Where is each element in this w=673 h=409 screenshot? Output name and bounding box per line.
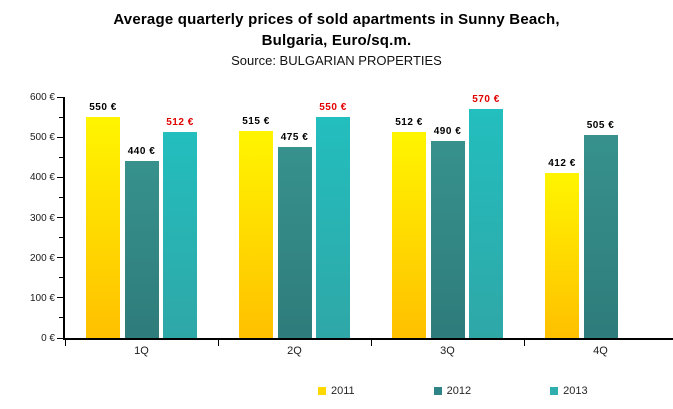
y-axis-major-tick [57,297,63,299]
chart-title-line-1: Average quarterly prices of sold apartme… [113,11,560,28]
y-axis-major-tick [57,176,63,178]
x-axis-category-label: 3Q [440,345,455,357]
x-axis-category-label: 2Q [287,345,302,357]
x-axis-tick [64,340,66,346]
x-axis-category-label: 1Q [134,345,149,357]
bar-2012-3Q [430,141,465,338]
legend-label: 2011 [331,385,355,397]
y-axis-tick-label: 500 € [29,132,55,144]
bar-2011-1Q [86,117,120,338]
y-axis-tick-label: 600 € [29,92,55,103]
bar-value-label: 505 € [586,120,615,132]
plot-area: 0 € 100 € 200 € 300 € 400 € 500 € 600 € 1Q 550 €… [30,92,673,357]
bar-value-label: 440 € [127,146,156,158]
x-axis-category-label: 4Q [593,345,608,357]
y-axis-major-tick [57,217,63,218]
chart-legend: 2011 2012 2013 [318,385,588,397]
y-axis-major-tick [57,136,63,138]
bar-2013-2Q [316,117,350,338]
bar-value-label: 512 € [166,117,194,129]
bar-2013-1Q [163,132,197,338]
bar-value-label: 412 € [548,157,576,169]
y-axis-minor-tick [59,196,63,198]
chart-title-block: Average quarterly prices of sold apartme… [0,9,673,70]
y-axis-minor-tick [59,317,63,319]
bar-value-label: 550 € [319,102,347,114]
bar-2012-4Q [583,135,618,338]
legend-swatch-icon [318,387,326,395]
legend-label: 2012 [446,385,472,397]
bar-2011-3Q [392,132,426,338]
bar-2011-4Q [545,172,579,338]
y-axis-minor-tick [59,116,63,118]
legend-swatch-icon [433,387,442,395]
bar-value-label: 570 € [472,94,500,106]
bar-value-label: 512 € [395,117,423,129]
bar-2012-1Q [124,161,159,338]
chart-source: Source: BULGARIAN PROPERTIES [231,53,442,68]
y-axis-tick-label: 0 € [41,333,55,344]
y-axis-tick-label: 200 € [29,252,55,264]
bar-value-label: 515 € [242,116,270,128]
y-axis-minor-tick [59,277,63,279]
y-axis-major-tick [57,96,63,98]
y-axis-minor-tick [59,237,63,239]
x-axis-tick [217,340,219,346]
bar-value-label: 475 € [280,132,309,144]
y-axis-tick-label: 300 € [29,212,55,224]
chart-title-line-2: Bulgaria, Euro/sq.m. [261,32,412,49]
bar-value-label: 550 € [89,102,117,114]
bar-2013-3Q [469,109,503,338]
legend-entry-2011: 2011 [318,385,355,397]
x-axis-tick [370,340,372,346]
bar-value-label: 490 € [433,126,462,138]
y-axis-major-tick [57,257,63,259]
y-axis-minor-tick [59,156,63,158]
legend-entry-2013: 2013 [550,385,588,397]
legend-entry-2012: 2012 [433,385,472,397]
legend-swatch-icon [550,387,559,395]
y-axis-tick-label: 400 € [29,172,55,184]
y-axis-major-tick [57,337,63,339]
bar-2012-2Q [277,147,312,338]
legend-label: 2013 [563,385,588,397]
bar-2011-2Q [239,131,273,338]
x-axis-tick [523,340,525,346]
y-axis-tick-label: 100 € [29,292,55,304]
